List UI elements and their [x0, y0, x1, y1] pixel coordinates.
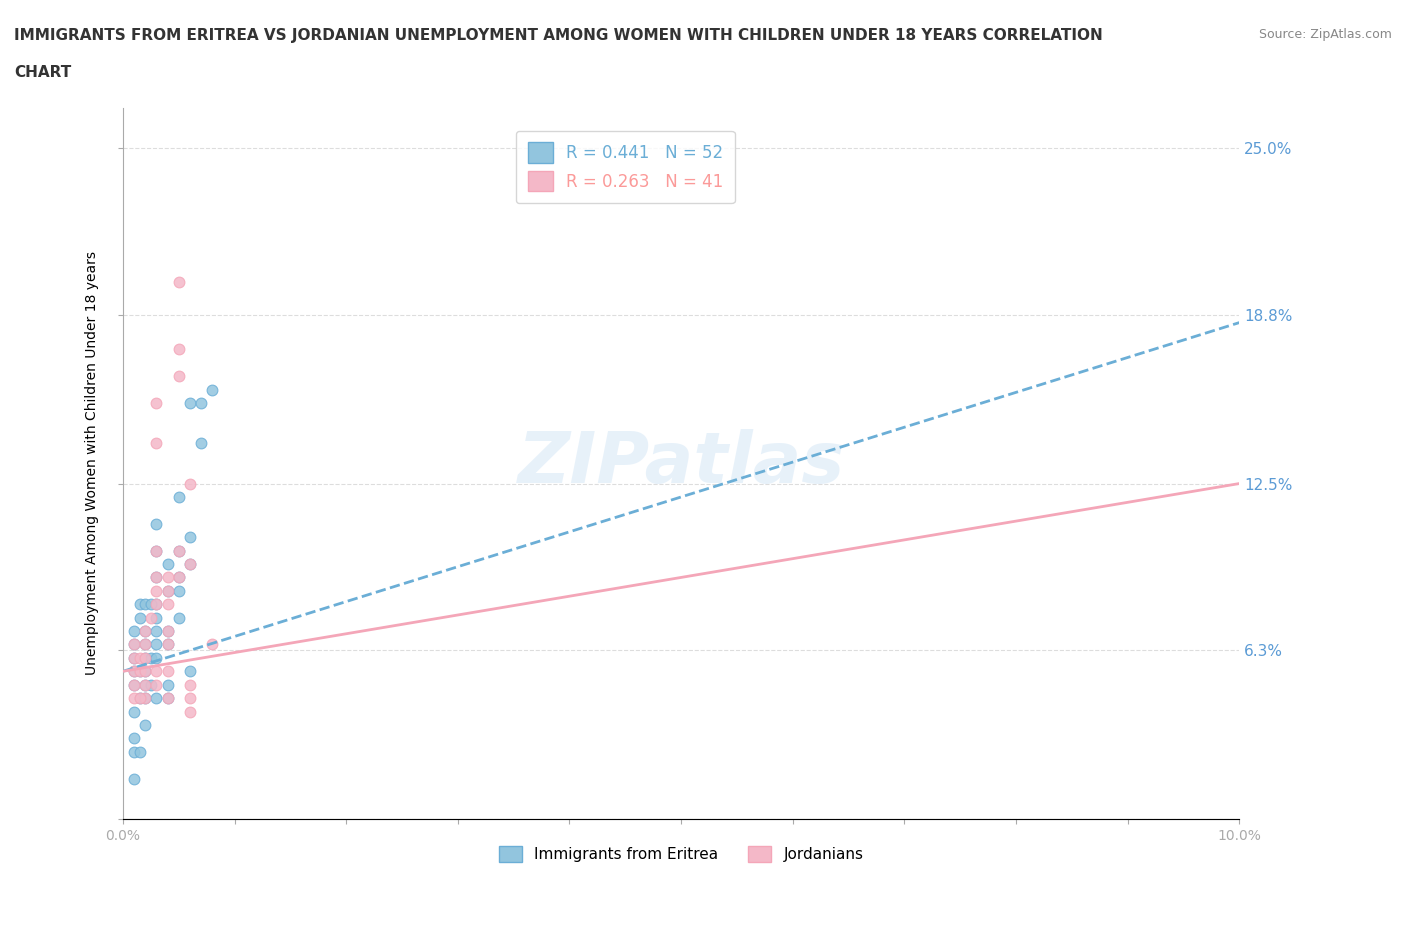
Point: [145, 543, 167, 558]
Point: [179, 691, 201, 706]
Point: [134, 677, 156, 692]
Point: [122, 650, 145, 665]
Point: [134, 650, 156, 665]
Point: [145, 570, 167, 585]
Point: [134, 664, 156, 679]
Point: [122, 691, 145, 706]
Point: [145, 624, 167, 639]
Point: [156, 597, 179, 612]
Point: [122, 677, 145, 692]
Point: [145, 691, 167, 706]
Point: [134, 637, 156, 652]
Point: [145, 516, 167, 531]
Point: [122, 664, 145, 679]
Text: IMMIGRANTS FROM ERITREA VS JORDANIAN UNEMPLOYMENT AMONG WOMEN WITH CHILDREN UNDE: IMMIGRANTS FROM ERITREA VS JORDANIAN UNE…: [14, 28, 1102, 43]
Point: [134, 624, 156, 639]
Point: [122, 637, 145, 652]
Point: [122, 637, 145, 652]
Point: [145, 610, 167, 625]
Point: [145, 677, 167, 692]
Point: [156, 637, 179, 652]
Point: [128, 691, 150, 706]
Point: [156, 556, 179, 571]
Point: [167, 342, 190, 357]
Point: [139, 597, 162, 612]
Point: [145, 637, 167, 652]
Point: [179, 677, 201, 692]
Point: [134, 691, 156, 706]
Point: [145, 650, 167, 665]
Point: [156, 691, 179, 706]
Text: Source: ZipAtlas.com: Source: ZipAtlas.com: [1258, 28, 1392, 41]
Point: [167, 583, 190, 598]
Point: [134, 691, 156, 706]
Legend: Immigrants from Eritrea, Jordanians: Immigrants from Eritrea, Jordanians: [492, 840, 870, 868]
Point: [145, 570, 167, 585]
Point: [145, 597, 167, 612]
Point: [128, 664, 150, 679]
Point: [156, 664, 179, 679]
Point: [139, 610, 162, 625]
Point: [145, 395, 167, 410]
Point: [145, 597, 167, 612]
Point: [134, 624, 156, 639]
Point: [179, 704, 201, 719]
Point: [122, 771, 145, 786]
Point: [128, 610, 150, 625]
Point: [201, 382, 224, 397]
Point: [156, 637, 179, 652]
Point: [156, 624, 179, 639]
Point: [122, 624, 145, 639]
Point: [179, 664, 201, 679]
Point: [139, 650, 162, 665]
Point: [190, 436, 212, 451]
Point: [134, 597, 156, 612]
Point: [134, 718, 156, 733]
Point: [179, 530, 201, 545]
Point: [145, 664, 167, 679]
Point: [156, 691, 179, 706]
Point: [128, 691, 150, 706]
Point: [156, 570, 179, 585]
Text: ZIPatlas: ZIPatlas: [517, 429, 845, 498]
Point: [122, 744, 145, 759]
Text: CHART: CHART: [14, 65, 72, 80]
Point: [139, 677, 162, 692]
Point: [167, 610, 190, 625]
Point: [134, 637, 156, 652]
Point: [145, 436, 167, 451]
Point: [201, 637, 224, 652]
Point: [122, 731, 145, 746]
Point: [167, 489, 190, 504]
Point: [190, 395, 212, 410]
Point: [167, 570, 190, 585]
Point: [122, 650, 145, 665]
Point: [122, 677, 145, 692]
Point: [167, 570, 190, 585]
Point: [156, 677, 179, 692]
Point: [122, 664, 145, 679]
Point: [179, 476, 201, 491]
Point: [167, 543, 190, 558]
Point: [179, 395, 201, 410]
Point: [122, 704, 145, 719]
Point: [128, 664, 150, 679]
Point: [167, 369, 190, 384]
Point: [128, 597, 150, 612]
Point: [134, 664, 156, 679]
Y-axis label: Unemployment Among Women with Children Under 18 years: Unemployment Among Women with Children U…: [86, 251, 100, 675]
Point: [156, 583, 179, 598]
Point: [134, 650, 156, 665]
Point: [134, 677, 156, 692]
Point: [128, 744, 150, 759]
Point: [145, 543, 167, 558]
Point: [128, 650, 150, 665]
Point: [179, 556, 201, 571]
Point: [167, 275, 190, 290]
Point: [179, 556, 201, 571]
Point: [145, 583, 167, 598]
Point: [156, 624, 179, 639]
Point: [156, 583, 179, 598]
Point: [167, 543, 190, 558]
